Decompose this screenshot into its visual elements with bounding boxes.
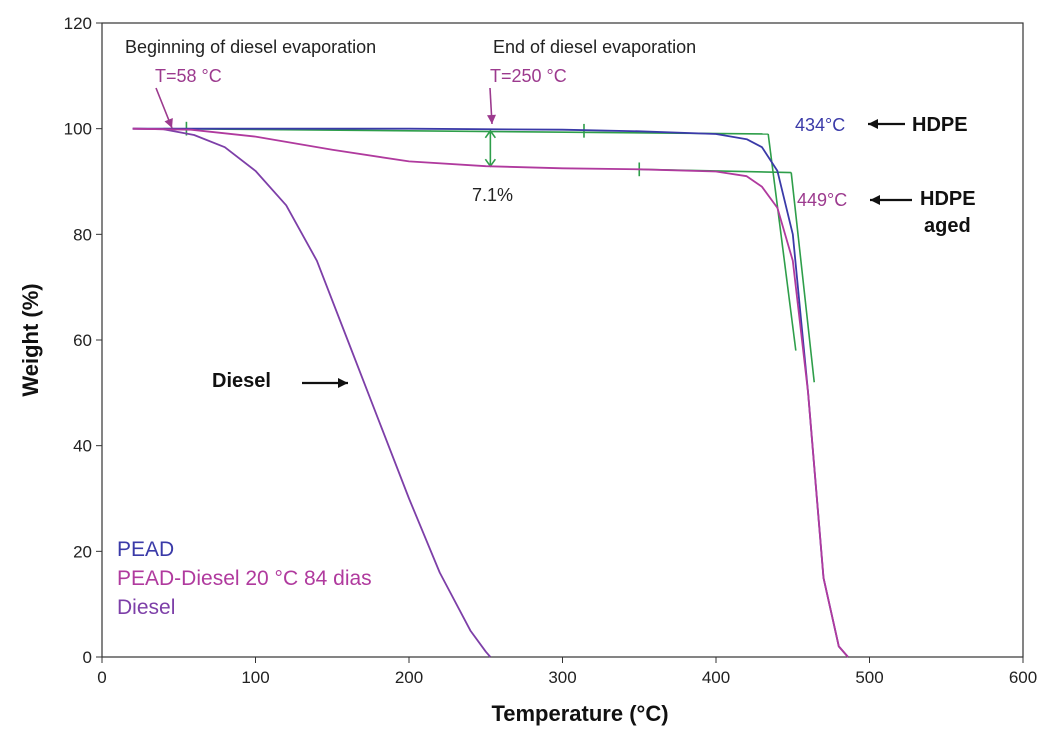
aged-onset-temp: 449°C: [797, 190, 847, 210]
end-evaporation-temp: T=250 °C: [490, 66, 567, 86]
x-axis-title: Temperature (°C): [491, 701, 668, 726]
x-tick-label: 0: [97, 668, 106, 687]
aged-arrow-head: [870, 195, 880, 205]
legend-pead: PEAD: [117, 538, 174, 561]
tangent-lines: [163, 121, 816, 383]
legend-pead-diesel: PEAD-Diesel 20 °C 84 dias: [117, 567, 372, 590]
x-tick-label: 600: [1009, 668, 1037, 687]
y-tick-label: 120: [64, 14, 92, 33]
y-tick-label: 100: [64, 120, 92, 139]
y-tick-label: 80: [73, 225, 92, 244]
mass-loss-label: 7.1%: [472, 185, 513, 205]
aged-slope-tangent: [790, 172, 816, 383]
end-evaporation-arrow-head: [487, 114, 496, 124]
series-lines: [132, 127, 849, 658]
plot-frame: [101, 22, 1024, 658]
begin-evaporation-arrow-head: [164, 117, 173, 128]
begin-evaporation-label: Beginning of diesel evaporation: [125, 37, 376, 57]
diesel-curve-label: Diesel: [212, 370, 271, 392]
x-tick-label: 400: [702, 668, 730, 687]
y-tick-label: 20: [73, 542, 92, 561]
end-evaporation-label: End of diesel evaporation: [493, 37, 696, 57]
begin-evaporation-temp: T=58 °C: [155, 66, 222, 86]
y-tick-label: 60: [73, 331, 92, 350]
hdpe-slope-tangent: [767, 133, 797, 351]
series-line-2: [132, 127, 492, 658]
hdpe-onset-temp: 434°C: [795, 115, 845, 135]
diesel-arrow-head: [338, 378, 348, 388]
x-tick-label: 200: [395, 668, 423, 687]
axis-ticks: 0 100 200 300 400 500 600 0 20 40 60 80 100 120: [64, 14, 1038, 687]
aged-label-line1: HDPE: [920, 188, 976, 210]
x-tick-label: 500: [855, 668, 883, 687]
mass-loss-arrow-top: [484, 129, 497, 139]
x-tick-label: 300: [548, 668, 576, 687]
annotation-arrows: [155, 87, 912, 388]
legend-diesel: Diesel: [117, 596, 175, 619]
x-tick-label: 100: [241, 668, 269, 687]
aged-label-line2: aged: [924, 215, 971, 237]
hdpe-arrow-head: [868, 119, 878, 129]
hdpe-label: HDPE: [912, 114, 968, 136]
y-tick-label: 40: [73, 437, 92, 456]
y-tick-label: 0: [83, 648, 92, 667]
series-line-1: [132, 127, 849, 658]
y-axis-title: Weight (%): [18, 283, 43, 396]
